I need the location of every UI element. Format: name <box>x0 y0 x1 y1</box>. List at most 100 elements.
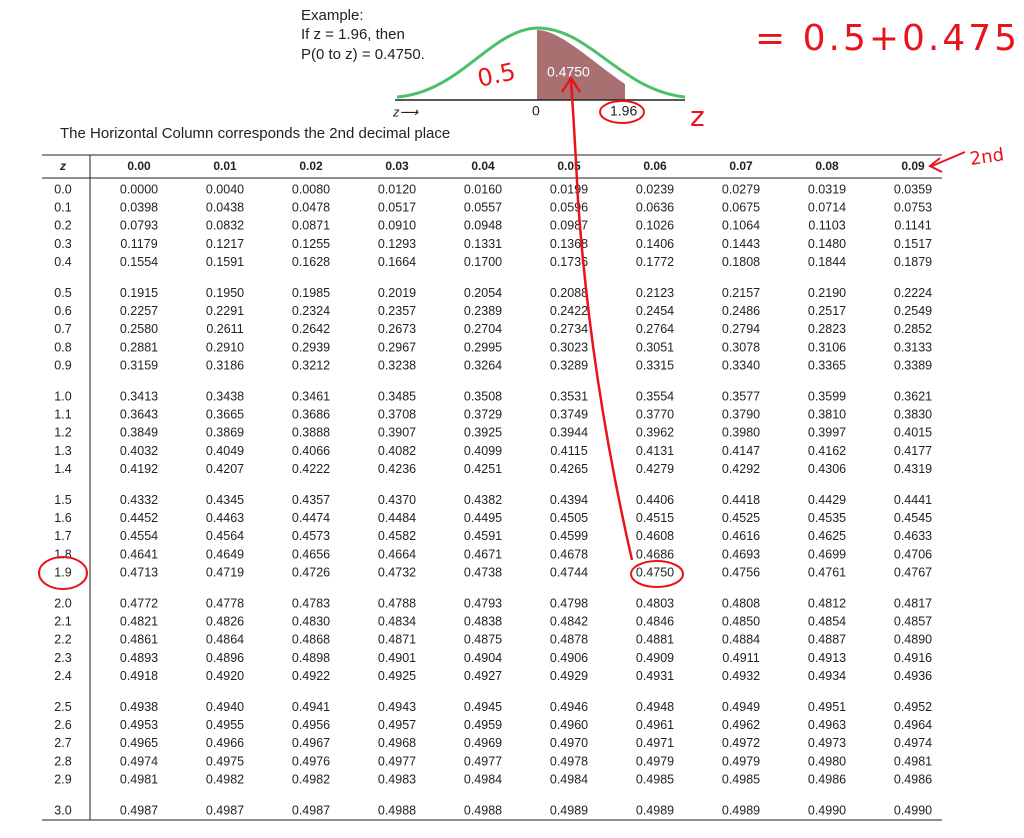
table-cell: 0.4671 <box>464 547 502 561</box>
table-cell: 0.3315 <box>636 359 674 373</box>
table-header: 0.09 <box>901 159 925 173</box>
table-cell: 0.4484 <box>378 511 416 525</box>
table-cell: 0.4975 <box>206 754 244 768</box>
table-cell: 0.4463 <box>206 511 244 525</box>
table-cell: 0.0753 <box>894 200 932 214</box>
table-cell: 0.4678 <box>550 547 588 561</box>
table-cell: 0.4778 <box>206 596 244 610</box>
table-cell: 0.0239 <box>636 182 674 196</box>
shaded-area <box>537 30 625 100</box>
table-cell: 0.2224 <box>894 286 932 300</box>
table-cell: 0.2611 <box>206 322 243 336</box>
row-label: 2.5 <box>54 700 71 714</box>
table-cell: 0.4989 <box>636 803 674 817</box>
table-cell: 0.2054 <box>464 286 502 300</box>
table-cell: 0.4977 <box>464 754 502 768</box>
table-cell: 0.4846 <box>636 614 674 628</box>
table-cell: 0.3554 <box>636 389 674 403</box>
table-cell: 0.4984 <box>550 773 588 787</box>
table-cell: 0.1950 <box>206 286 244 300</box>
table-cell: 0.0438 <box>206 200 244 214</box>
table-cell: 0.1368 <box>550 237 588 251</box>
table-cell: 0.4901 <box>378 651 416 665</box>
table-cell: 0.2123 <box>636 286 674 300</box>
table-cell: 0.4881 <box>636 633 674 647</box>
table-header: 0.03 <box>385 159 409 173</box>
table-cell: 0.4964 <box>894 718 932 732</box>
table-cell: 0.3340 <box>722 359 760 373</box>
table-cell: 0.3907 <box>378 426 416 440</box>
example-line: P(0 to z) = 0.4750. <box>301 46 425 63</box>
table-cell: 0.0714 <box>808 200 846 214</box>
table-cell: 0.0987 <box>550 219 588 233</box>
table-cell: 0.1554 <box>120 255 158 269</box>
row-label: 0.3 <box>54 237 71 251</box>
table-cell: 0.4961 <box>636 718 674 732</box>
table-cell: 0.1844 <box>808 255 846 269</box>
table-cell: 0.0319 <box>808 182 846 196</box>
table-cell: 0.3708 <box>378 407 416 421</box>
table-cell: 0.4940 <box>206 700 244 714</box>
table-cell: 0.4878 <box>550 633 588 647</box>
table-cell: 0.1406 <box>636 237 674 251</box>
hw-arrow <box>560 75 634 561</box>
table-cell: 0.1026 <box>636 219 674 233</box>
table-cell: 0.4875 <box>464 633 502 647</box>
table-cell: 0.4633 <box>894 529 932 543</box>
table-cell: 0.3264 <box>464 359 502 373</box>
table-cell: 0.1736 <box>550 255 588 269</box>
table-cell: 0.4936 <box>894 669 932 683</box>
table-cell: 0.4744 <box>550 566 588 580</box>
table-cell: 0.2881 <box>120 340 158 354</box>
table-cell: 0.3962 <box>636 426 674 440</box>
table-cell: 0.4981 <box>120 773 158 787</box>
table-cell: 0.4641 <box>120 547 158 561</box>
table-cell: 0.4967 <box>292 736 330 750</box>
table-cell: 0.4656 <box>292 547 330 561</box>
table-cell: 0.4545 <box>894 511 932 525</box>
table-cell: 0.4115 <box>550 444 587 458</box>
table-cell: 0.4960 <box>550 718 588 732</box>
table-cell: 0.4192 <box>120 462 158 476</box>
table-cell: 0.4015 <box>894 426 932 440</box>
table-cell: 0.4906 <box>550 651 588 665</box>
table-cell: 0.4554 <box>120 529 158 543</box>
row-label: 3.0 <box>54 803 71 817</box>
table-cell: 0.2852 <box>894 322 932 336</box>
table-cell: 0.4265 <box>550 462 588 476</box>
table-cell: 0.4616 <box>722 529 760 543</box>
table-cell: 0.3238 <box>378 359 416 373</box>
area-label: 0.4750 <box>547 64 590 80</box>
row-label: 0.4 <box>54 255 71 269</box>
table-cell: 0.4962 <box>722 718 760 732</box>
caption: The Horizontal Column corresponds the 2n… <box>60 125 450 142</box>
table-cell: 0.4987 <box>292 803 330 817</box>
table-cell: 0.3621 <box>894 389 932 403</box>
table-cell: 0.4783 <box>292 596 330 610</box>
table-cell: 0.2019 <box>378 286 416 300</box>
table-cell: 0.2734 <box>550 322 588 336</box>
row-label: 0.5 <box>54 286 71 300</box>
table-cell: 0.3849 <box>120 426 158 440</box>
table-cell: 0.1915 <box>120 286 158 300</box>
table-cell: 0.4306 <box>808 462 846 476</box>
table-cell: 0.4131 <box>636 444 674 458</box>
table-cell: 0.3051 <box>636 340 674 354</box>
table-cell: 0.1103 <box>808 219 845 233</box>
table-cell: 0.3413 <box>120 389 158 403</box>
table-cell: 0.3106 <box>808 340 846 354</box>
table-cell: 0.3461 <box>292 389 330 403</box>
row-label: 2.3 <box>54 651 71 665</box>
table-cell: 0.4147 <box>722 444 760 458</box>
table-cell: 0.4222 <box>292 462 330 476</box>
table-cell: 0.4505 <box>550 511 588 525</box>
table-cell: 0.4812 <box>808 596 846 610</box>
table-cell: 0.4357 <box>292 493 330 507</box>
table-cell: 0.4970 <box>550 736 588 750</box>
table-cell: 0.4713 <box>120 566 158 580</box>
table-cell: 0.4922 <box>292 669 330 683</box>
hw-arrow <box>928 151 966 173</box>
table-header: 0.06 <box>643 159 667 173</box>
row-label: 1.9 <box>54 566 71 580</box>
